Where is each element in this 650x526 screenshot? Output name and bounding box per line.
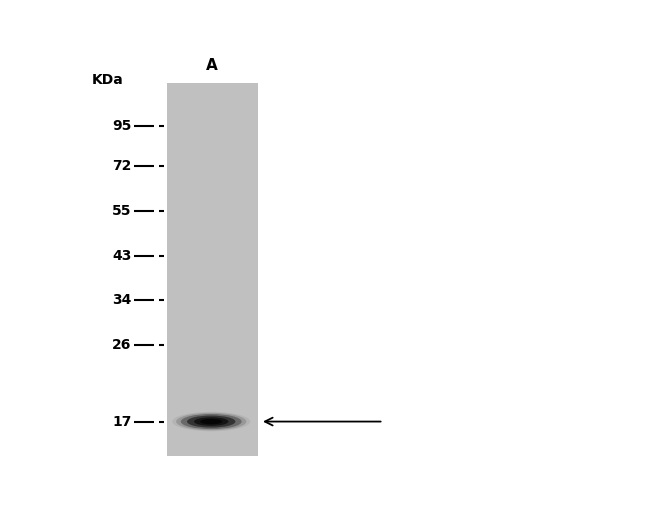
Ellipse shape [181,414,242,429]
Text: 34: 34 [112,293,131,307]
Ellipse shape [187,416,235,428]
Text: A: A [206,58,218,73]
Ellipse shape [194,417,228,426]
Ellipse shape [176,413,246,430]
Bar [167,84,257,456]
Ellipse shape [172,412,250,431]
Ellipse shape [200,419,222,424]
Text: 55: 55 [112,204,131,218]
Text: 17: 17 [112,414,131,429]
Text: 43: 43 [112,248,131,262]
Text: KDa: KDa [91,73,123,87]
Text: 95: 95 [112,119,131,133]
Text: 26: 26 [112,338,131,351]
Text: 72: 72 [112,159,131,174]
